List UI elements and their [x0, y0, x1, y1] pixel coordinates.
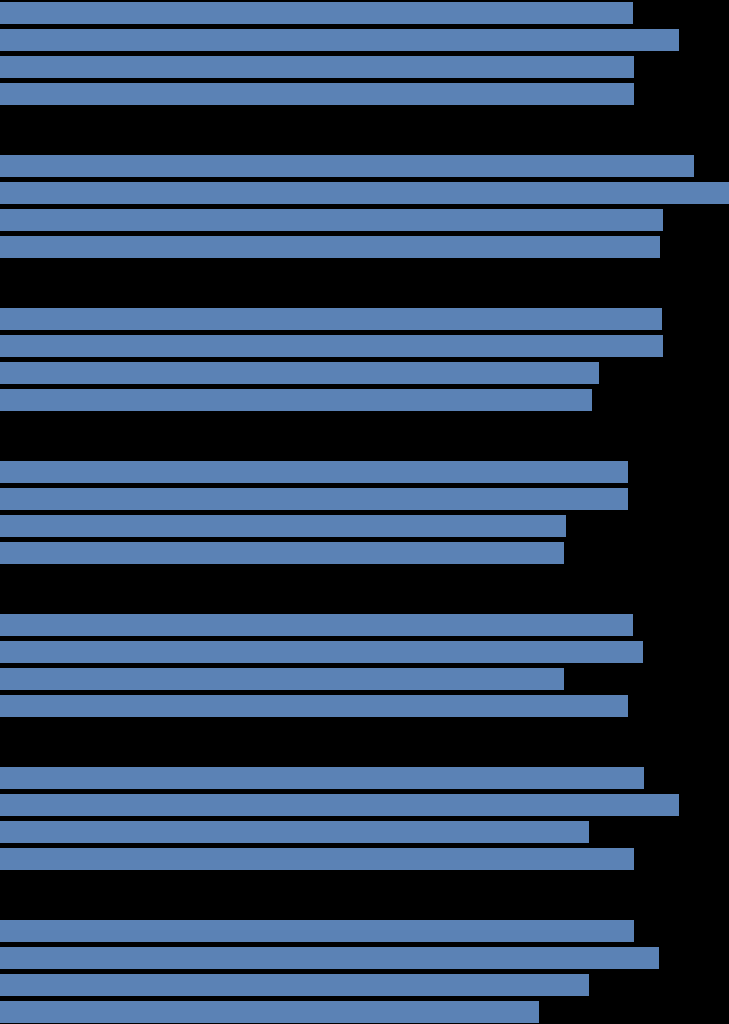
Bar	[0, 209, 663, 231]
Bar	[0, 614, 633, 636]
Bar	[0, 920, 634, 942]
Bar	[0, 155, 694, 177]
Bar	[0, 821, 589, 843]
Bar	[0, 794, 679, 816]
Bar	[0, 362, 599, 384]
Bar	[0, 389, 592, 411]
Bar	[0, 515, 566, 537]
Bar	[0, 767, 644, 790]
Bar	[0, 29, 679, 51]
Bar	[0, 236, 660, 258]
Bar	[0, 83, 634, 105]
Bar	[0, 1001, 539, 1023]
Bar	[0, 848, 634, 870]
Bar	[0, 695, 628, 717]
Bar	[0, 2, 633, 24]
Bar	[0, 974, 589, 996]
Bar	[0, 56, 634, 78]
Bar	[0, 335, 663, 357]
Bar	[0, 308, 662, 330]
Bar	[0, 488, 628, 510]
Bar	[0, 641, 643, 663]
Bar	[0, 668, 564, 690]
Bar	[0, 182, 729, 204]
Bar	[0, 542, 564, 564]
Bar	[0, 461, 628, 483]
Bar	[0, 947, 659, 969]
